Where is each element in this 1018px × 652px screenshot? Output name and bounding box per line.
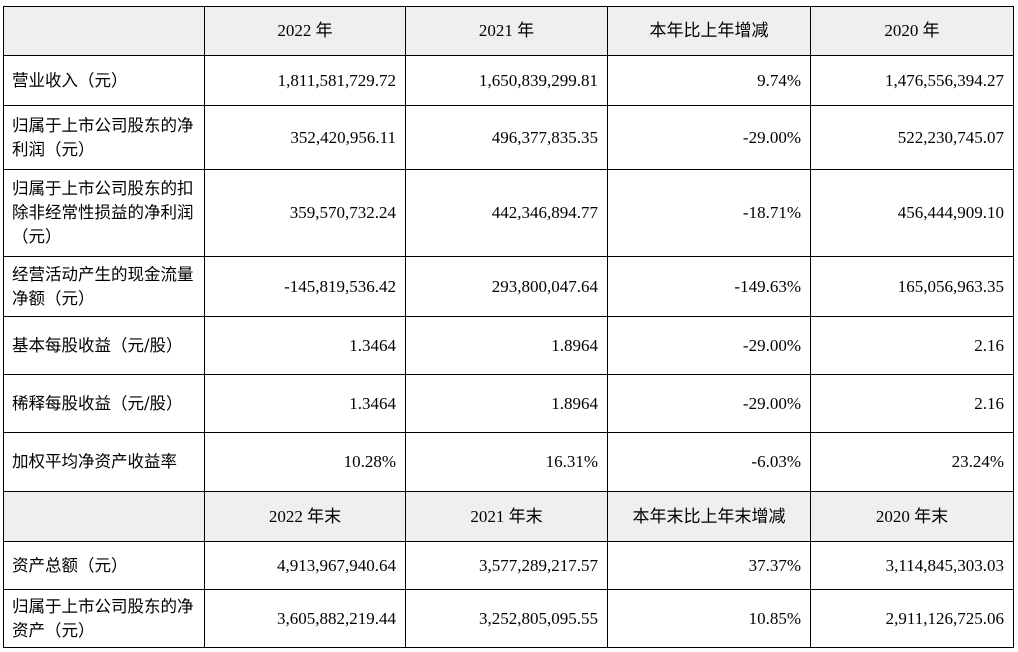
header-cell-2022-end: 2022 年末 [204, 491, 406, 542]
cell-change: -149.63% [607, 256, 811, 317]
table-row-net-profit-excl-nonrecurring: 归属于上市公司股东的扣除非经常性损益的净利润（元） 359,570,732.24… [3, 169, 1014, 257]
cell-2020: 456,444,909.10 [810, 169, 1014, 257]
cell-2020: 2.16 [810, 374, 1014, 433]
cell-2022: 1.3464 [204, 316, 406, 375]
cell-2022: 4,913,967,940.64 [204, 541, 406, 590]
table-row-total-assets: 资产总额（元） 4,913,967,940.64 3,577,289,217.5… [3, 541, 1014, 590]
cell-2021: 1.8964 [405, 316, 608, 375]
cell-2021: 442,346,894.77 [405, 169, 608, 257]
cell-2022: 359,570,732.24 [204, 169, 406, 257]
table-row-diluted-eps: 稀释每股收益（元/股） 1.3464 1.8964 -29.00% 2.16 [3, 374, 1014, 433]
row-label: 归属于上市公司股东的扣除非经常性损益的净利润（元） [3, 169, 205, 257]
cell-change: -18.71% [607, 169, 811, 257]
cell-2020: 2.16 [810, 316, 1014, 375]
cell-2022: 1.3464 [204, 374, 406, 433]
header-cell-2022: 2022 年 [204, 6, 406, 56]
cell-change: -6.03% [607, 432, 811, 492]
cell-change: -29.00% [607, 316, 811, 375]
header-cell-yoy-end-change: 本年末比上年末增减 [607, 491, 811, 542]
header-cell-2020-end: 2020 年末 [810, 491, 1014, 542]
row-label: 归属于上市公司股东的净利润（元） [3, 105, 205, 170]
row-label: 营业收入（元） [3, 55, 205, 106]
cell-2022: 352,420,956.11 [204, 105, 406, 170]
cell-2020: 1,476,556,394.27 [810, 55, 1014, 106]
cell-2022: -145,819,536.42 [204, 256, 406, 317]
cell-2021: 3,577,289,217.57 [405, 541, 608, 590]
header-cell-yoy-change: 本年比上年增减 [607, 6, 811, 56]
cell-2022: 1,811,581,729.72 [204, 55, 406, 106]
cell-2021: 16.31% [405, 432, 608, 492]
table-row-net-assets: 归属于上市公司股东的净资产（元） 3,605,882,219.44 3,252,… [3, 589, 1014, 648]
header-corner-cell [3, 6, 205, 56]
row-label: 归属于上市公司股东的净资产（元） [3, 589, 205, 648]
financial-summary-table: 2022 年 2021 年 本年比上年增减 2020 年 营业收入（元） 1,8… [3, 6, 1014, 648]
cell-2021: 293,800,047.64 [405, 256, 608, 317]
cell-change: 10.85% [607, 589, 811, 648]
table-row-basic-eps: 基本每股收益（元/股） 1.3464 1.8964 -29.00% 2.16 [3, 316, 1014, 375]
cell-2020: 2,911,126,725.06 [810, 589, 1014, 648]
cell-2020: 522,230,745.07 [810, 105, 1014, 170]
table-row-operating-revenue: 营业收入（元） 1,811,581,729.72 1,650,839,299.8… [3, 55, 1014, 106]
header-cell-2021: 2021 年 [405, 6, 608, 56]
row-label: 经营活动产生的现金流量净额（元） [3, 256, 205, 317]
cell-2020: 3,114,845,303.03 [810, 541, 1014, 590]
row-label: 基本每股收益（元/股） [3, 316, 205, 375]
row-label: 稀释每股收益（元/股） [3, 374, 205, 433]
header-row-year-end: 2022 年末 2021 年末 本年末比上年末增减 2020 年末 [3, 491, 1014, 542]
cell-2020: 165,056,963.35 [810, 256, 1014, 317]
cell-2022: 3,605,882,219.44 [204, 589, 406, 648]
header-cell-2021-end: 2021 年末 [405, 491, 608, 542]
row-label: 资产总额（元） [3, 541, 205, 590]
cell-2021: 3,252,805,095.55 [405, 589, 608, 648]
cell-2020: 23.24% [810, 432, 1014, 492]
cell-change: -29.00% [607, 105, 811, 170]
header-row-annual: 2022 年 2021 年 本年比上年增减 2020 年 [3, 6, 1014, 56]
cell-2022: 10.28% [204, 432, 406, 492]
cell-2021: 496,377,835.35 [405, 105, 608, 170]
cell-2021: 1.8964 [405, 374, 608, 433]
row-label: 加权平均净资产收益率 [3, 432, 205, 492]
header-corner-cell [3, 491, 205, 542]
table-row-operating-cash-flow: 经营活动产生的现金流量净额（元） -145,819,536.42 293,800… [3, 256, 1014, 317]
table-row-net-profit: 归属于上市公司股东的净利润（元） 352,420,956.11 496,377,… [3, 105, 1014, 170]
table-row-weighted-roe: 加权平均净资产收益率 10.28% 16.31% -6.03% 23.24% [3, 432, 1014, 492]
cell-change: 9.74% [607, 55, 811, 106]
header-cell-2020: 2020 年 [810, 6, 1014, 56]
cell-2021: 1,650,839,299.81 [405, 55, 608, 106]
cell-change: 37.37% [607, 541, 811, 590]
cell-change: -29.00% [607, 374, 811, 433]
financial-summary-table-container: 2022 年 2021 年 本年比上年增减 2020 年 营业收入（元） 1,8… [3, 6, 1014, 648]
